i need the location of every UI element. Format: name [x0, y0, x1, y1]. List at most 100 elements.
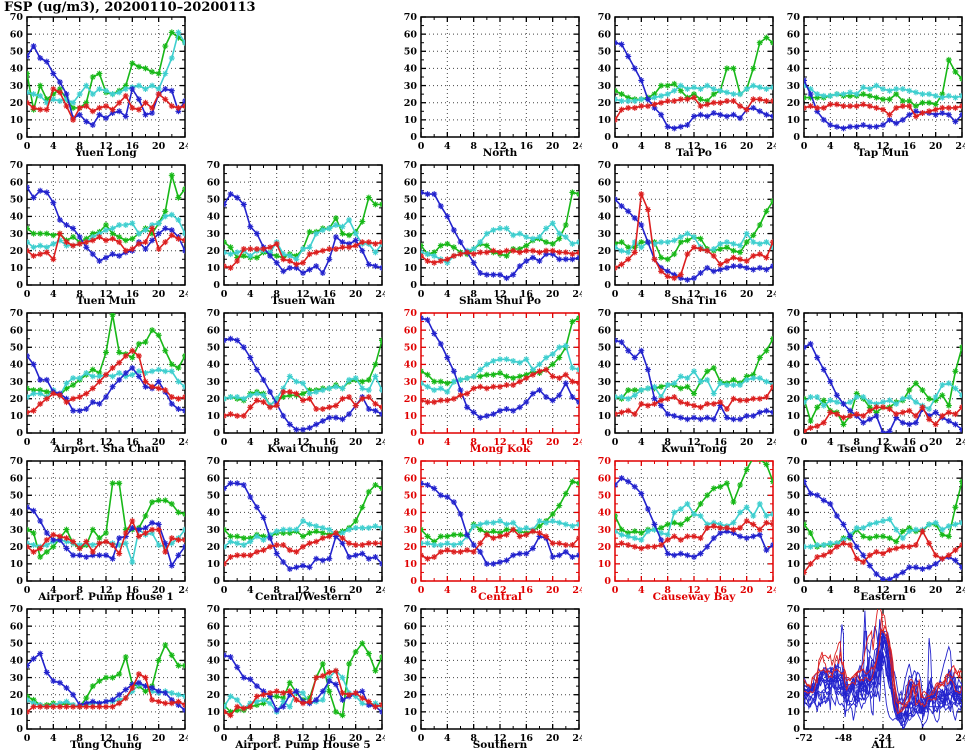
svg-text:70: 70 — [207, 160, 221, 171]
svg-text:40: 40 — [207, 212, 221, 223]
svg-text:60: 60 — [207, 177, 221, 188]
svg-text:4: 4 — [247, 585, 254, 596]
svg-text:20: 20 — [10, 542, 24, 553]
svg-text:0: 0 — [24, 141, 31, 152]
svg-text:0: 0 — [410, 576, 417, 587]
chart-airport-pump-house-1: 0 4 8 12 16 20 24 0 10 20 30 40 50 60 70 Airport. Pump … — [2, 456, 192, 603]
svg-text:0: 0 — [604, 280, 611, 291]
svg-text:Kwai Chung: Kwai Chung — [267, 443, 339, 455]
svg-text:4: 4 — [50, 437, 57, 448]
svg-text:16: 16 — [323, 437, 337, 448]
svg-text:12: 12 — [876, 437, 889, 448]
svg-text:50: 50 — [787, 490, 801, 501]
svg-text:4: 4 — [827, 437, 834, 448]
svg-text:-48: -48 — [835, 733, 853, 744]
svg-text:50: 50 — [207, 342, 221, 353]
svg-text:16: 16 — [903, 585, 917, 596]
plot-airport-pump-house-1: 0 4 8 12 16 20 24 0 10 20 30 40 50 60 70 Airport. Pump … — [10, 456, 192, 603]
svg-text:30: 30 — [10, 81, 24, 92]
svg-text:Airport. Pump House 5: Airport. Pump House 5 — [234, 739, 370, 751]
svg-text:50: 50 — [598, 490, 612, 501]
svg-text:20: 20 — [546, 585, 560, 596]
chart-eastern: 0 4 8 12 16 20 24 0 10 20 30 40 50 60 70 Eastern — [779, 456, 965, 603]
svg-text:60: 60 — [404, 325, 418, 336]
svg-text:24: 24 — [955, 437, 965, 448]
svg-text:Sham Shui Po: Sham Shui Po — [459, 295, 541, 307]
svg-text:8: 8 — [273, 733, 280, 744]
svg-text:20: 20 — [404, 542, 418, 553]
svg-text:12: 12 — [296, 733, 309, 744]
svg-text:-72: -72 — [795, 733, 812, 744]
svg-text:20: 20 — [929, 437, 943, 448]
svg-text:40: 40 — [598, 360, 612, 371]
svg-text:24: 24 — [375, 437, 385, 448]
svg-text:50: 50 — [404, 194, 418, 205]
svg-text:16: 16 — [520, 733, 534, 744]
svg-text:30: 30 — [10, 673, 24, 684]
svg-text:4: 4 — [444, 437, 451, 448]
svg-text:10: 10 — [598, 115, 612, 126]
svg-text:20: 20 — [740, 585, 754, 596]
svg-text:20: 20 — [10, 246, 24, 257]
svg-text:12: 12 — [687, 141, 700, 152]
svg-text:40: 40 — [787, 656, 801, 667]
svg-text:4: 4 — [50, 289, 57, 300]
svg-text:40: 40 — [404, 360, 418, 371]
svg-text:40: 40 — [10, 508, 24, 519]
svg-text:Kwun Tong: Kwun Tong — [661, 443, 727, 455]
svg-text:30: 30 — [404, 377, 418, 388]
svg-text:30: 30 — [10, 525, 24, 536]
svg-text:60: 60 — [10, 473, 24, 484]
svg-text:16: 16 — [126, 289, 140, 300]
svg-text:50: 50 — [404, 490, 418, 501]
svg-text:12: 12 — [876, 141, 889, 152]
svg-text:0: 0 — [16, 280, 23, 291]
svg-text:Mong Kok: Mong Kok — [470, 443, 531, 455]
svg-text:40: 40 — [404, 508, 418, 519]
svg-text:20: 20 — [787, 690, 801, 701]
svg-text:Central/Western: Central/Western — [255, 591, 351, 603]
svg-text:12: 12 — [493, 733, 506, 744]
svg-text:24: 24 — [955, 585, 965, 596]
svg-text:0: 0 — [221, 585, 228, 596]
svg-text:30: 30 — [598, 229, 612, 240]
svg-text:4: 4 — [50, 585, 57, 596]
svg-text:8: 8 — [76, 141, 83, 152]
svg-text:4: 4 — [50, 733, 57, 744]
svg-text:40: 40 — [404, 656, 418, 667]
svg-text:24: 24 — [178, 733, 188, 744]
svg-text:0: 0 — [213, 724, 220, 735]
svg-text:4: 4 — [247, 289, 254, 300]
svg-text:20: 20 — [787, 542, 801, 553]
svg-text:24: 24 — [572, 585, 582, 596]
svg-text:0: 0 — [213, 576, 220, 587]
svg-text:0: 0 — [221, 733, 228, 744]
svg-text:0: 0 — [213, 280, 220, 291]
svg-text:70: 70 — [404, 12, 418, 23]
svg-text:30: 30 — [207, 377, 221, 388]
svg-text:Sha Tin: Sha Tin — [671, 295, 716, 307]
svg-text:0: 0 — [24, 289, 31, 300]
svg-text:60: 60 — [787, 29, 801, 40]
svg-text:Causeway Bay: Causeway Bay — [653, 591, 737, 603]
svg-text:24: 24 — [766, 289, 776, 300]
plot-north: 0 4 8 12 16 20 24 0 10 20 30 40 50 60 70 North — [404, 12, 586, 159]
svg-text:Tsuen Wan: Tsuen Wan — [271, 295, 335, 307]
svg-text:10: 10 — [598, 559, 612, 570]
svg-text:0: 0 — [612, 289, 619, 300]
plot-tap-mun: 0 4 8 12 16 20 24 0 10 20 30 40 50 60 70 Tap Mun — [787, 12, 965, 159]
svg-text:8: 8 — [470, 437, 477, 448]
svg-text:10: 10 — [10, 411, 24, 422]
chart-yuen-long: 0 4 8 12 16 20 24 0 10 20 30 40 50 60 70 Yuen Long — [2, 12, 192, 159]
svg-text:20: 20 — [349, 585, 363, 596]
svg-text:Tung Chung: Tung Chung — [70, 739, 142, 751]
svg-text:60: 60 — [598, 29, 612, 40]
svg-text:20: 20 — [349, 733, 363, 744]
svg-text:8: 8 — [76, 289, 83, 300]
svg-text:4: 4 — [247, 437, 254, 448]
svg-text:16: 16 — [520, 289, 534, 300]
svg-text:60: 60 — [787, 473, 801, 484]
svg-text:24: 24 — [178, 289, 188, 300]
svg-text:10: 10 — [598, 263, 612, 274]
svg-text:0: 0 — [24, 585, 31, 596]
